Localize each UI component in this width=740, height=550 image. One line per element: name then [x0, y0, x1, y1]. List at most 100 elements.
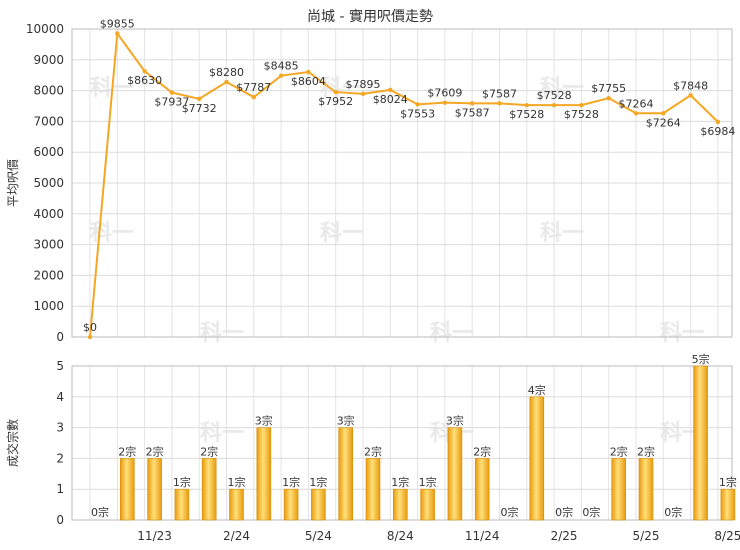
axis-ticks: 0100020003000400050006000700080009000100… [26, 22, 740, 543]
price-point-label: $8485 [264, 60, 299, 73]
volume-bar-label: 2宗 [118, 444, 136, 458]
price-point [87, 334, 93, 340]
volume-bar-label: 1宗 [173, 475, 191, 489]
volume-bar [311, 488, 326, 521]
price-point-label: $7937 [154, 96, 189, 109]
volume-bar [120, 458, 135, 521]
x-tick-label: 5/24 [305, 529, 332, 543]
volume-bar [638, 458, 654, 521]
price-y-tick: 10000 [26, 22, 64, 36]
price-point [115, 31, 120, 36]
price-point [169, 90, 175, 95]
volume-bar [256, 427, 272, 521]
volume-bar [420, 488, 435, 521]
x-tick-label: 8/25 [714, 529, 740, 543]
price-y-tick: 3000 [33, 238, 64, 252]
volume-bar-label: 3宗 [446, 414, 464, 428]
price-point-label: $7609 [427, 87, 462, 100]
price-point [715, 119, 721, 125]
price-point [224, 79, 229, 85]
x-tick-label: 2/25 [551, 529, 578, 543]
volume-bar-label: 2宗 [364, 444, 382, 458]
price-point-label: $7264 [646, 116, 681, 129]
watermark: 科一 [320, 221, 364, 246]
volume-bar-label: 0宗 [501, 505, 519, 519]
volume-bar-label: 3宗 [255, 414, 273, 428]
price-point [306, 69, 311, 75]
watermark-layer: 科一科一科一科一科一科一科一科一科一科一科一科一 [90, 76, 704, 446]
price-y-tick: 2000 [33, 268, 64, 282]
watermark: 科一 [200, 421, 244, 446]
price-point-label: $7587 [455, 106, 490, 119]
price-point [278, 73, 284, 78]
price-y-tick: 8000 [33, 84, 64, 98]
price-point [497, 101, 502, 106]
price-point [251, 94, 256, 100]
price-point-label: $7755 [591, 82, 626, 95]
price-point-label: $7952 [318, 95, 353, 108]
price-y-tick: 6000 [33, 145, 64, 159]
volume-bar [611, 458, 627, 521]
volume-bar-label: 2宗 [200, 444, 218, 458]
volume-bar-label: 2宗 [473, 444, 491, 458]
price-point [442, 100, 448, 105]
volume-bar [338, 427, 354, 521]
price-y-tick: 0 [56, 330, 64, 344]
price-point-label: $7587 [482, 87, 517, 100]
volume-bar [447, 427, 463, 521]
price-point-label: $8630 [127, 74, 162, 87]
price-point [688, 93, 693, 98]
price-y-tick: 5000 [33, 176, 64, 190]
price-point-label: $7264 [619, 97, 654, 110]
price-point [388, 87, 393, 93]
data-labels: 0宗 2宗 2宗 1宗 2宗 1宗 3宗 1宗 1宗 3宗 2宗 1宗 1宗 3宗 2宗 0宗 4宗 0宗 0宗 2宗… [83, 17, 737, 519]
volume-bar [201, 458, 217, 521]
volume-bar [392, 488, 408, 521]
volume-bar-label: 1宗 [309, 475, 327, 489]
price-point [142, 68, 147, 74]
price-point-label: $9855 [100, 17, 135, 30]
volume-y-tick: 0 [56, 513, 64, 527]
volume-bar-label: 1宗 [719, 475, 737, 489]
price-point-label: $6984 [700, 125, 735, 138]
price-point-label: $7732 [182, 102, 217, 115]
volume-bar [693, 365, 708, 521]
price-line [89, 30, 719, 338]
price-point-label: $7848 [673, 79, 708, 92]
volume-bar [174, 488, 190, 521]
price-point-label: $7895 [346, 78, 381, 91]
price-grid [72, 28, 732, 338]
price-point [360, 91, 366, 97]
volume-bar-label: 4宗 [528, 383, 546, 397]
volume-y-tick: 4 [56, 390, 64, 404]
volume-bar-label: 0宗 [555, 505, 573, 519]
volume-bar-label: 0宗 [582, 505, 600, 519]
price-point-label: $8604 [291, 75, 326, 88]
price-axis-title: 平均呎價 [6, 159, 20, 207]
x-tick-label: 5/25 [633, 529, 660, 543]
volume-bar-label: 2宗 [610, 444, 628, 458]
price-plot-frame [71, 28, 733, 338]
watermark: 科一 [430, 321, 474, 346]
price-point-label: $0 [83, 321, 97, 334]
volume-bar-label: 1宗 [282, 475, 300, 489]
watermark: 科一 [540, 221, 584, 246]
volume-bar-label: 1宗 [391, 475, 409, 489]
volume-bar-label: 1宗 [419, 475, 437, 489]
watermark: 科一 [90, 221, 134, 246]
price-y-tick: 4000 [33, 207, 64, 221]
volume-bar-label: 0宗 [91, 505, 109, 519]
price-point [524, 102, 529, 108]
volume-bar [365, 458, 381, 521]
volume-bars [120, 365, 736, 521]
x-tick-label: 11/23 [137, 529, 172, 543]
watermark: 科一 [320, 76, 364, 101]
price-point [579, 102, 584, 108]
volume-y-tick: 2 [56, 451, 64, 465]
price-point [333, 89, 338, 95]
price-point-label: $7528 [564, 108, 599, 121]
price-point [551, 102, 557, 108]
price-point [197, 96, 202, 102]
x-tick-label: 2/24 [223, 529, 250, 543]
